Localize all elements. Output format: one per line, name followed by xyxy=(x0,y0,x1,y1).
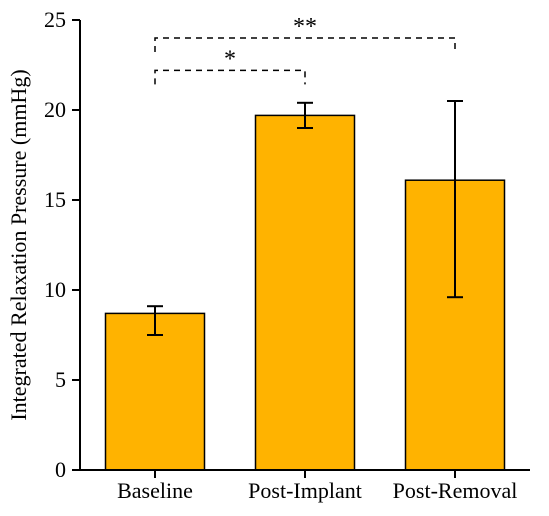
bar-0 xyxy=(106,313,205,470)
ytick-label: 25 xyxy=(44,7,66,32)
bar-chart: ***0510152025BaselinePost-ImplantPost-Re… xyxy=(0,0,549,516)
ytick-label: 0 xyxy=(55,457,66,482)
y-axis-label: Integrated Relaxation Pressure (mmHg) xyxy=(6,69,31,420)
chart-container: ***0510152025BaselinePost-ImplantPost-Re… xyxy=(0,0,549,516)
sig-bracket-1 xyxy=(155,38,455,52)
ytick-label: 15 xyxy=(44,187,66,212)
ytick-label: 5 xyxy=(55,367,66,392)
sig-label-0: * xyxy=(224,46,236,72)
bar-1 xyxy=(256,115,355,470)
ytick-label: 20 xyxy=(44,97,66,122)
ytick-label: 10 xyxy=(44,277,66,302)
category-label-1: Post-Implant xyxy=(248,478,362,503)
sig-label-1: ** xyxy=(293,14,317,40)
category-label-0: Baseline xyxy=(117,478,193,503)
category-label-2: Post-Removal xyxy=(393,478,518,503)
sig-bracket-0 xyxy=(155,70,305,84)
